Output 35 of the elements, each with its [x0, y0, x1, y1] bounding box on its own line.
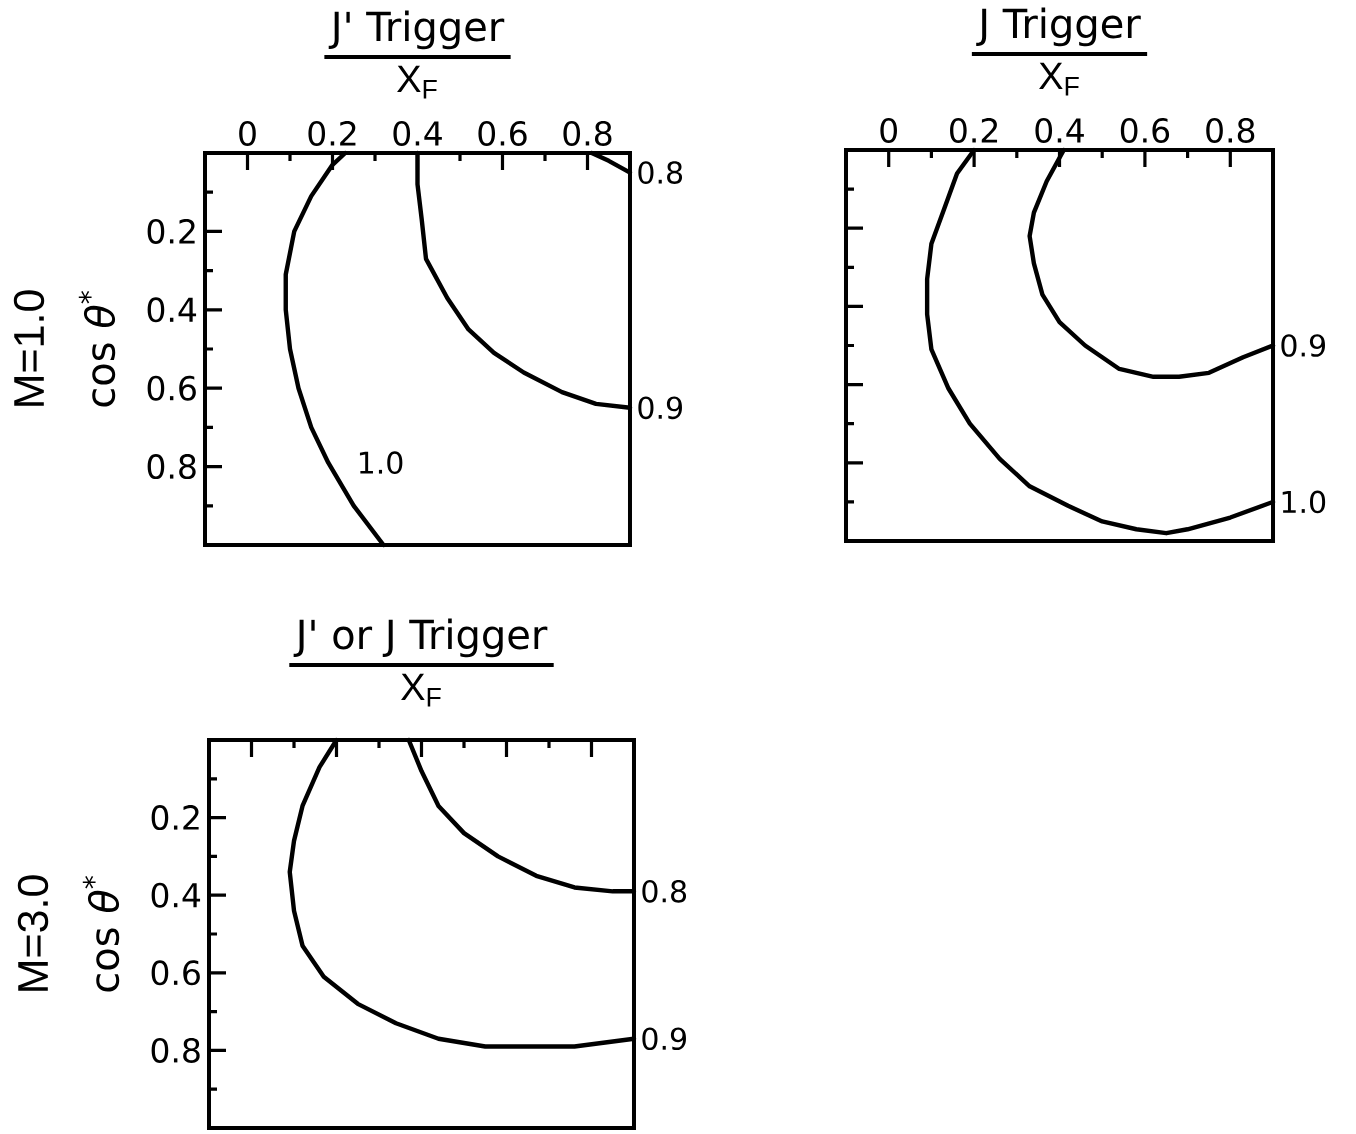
series-label: 1.0 [1282, 490, 1326, 514]
x-axis-title: X$_{F}$ [1039, 62, 1079, 96]
y-tick-label: 0.2 [147, 218, 195, 244]
chart-title: J' Trigger [328, 10, 505, 50]
y-axis-title: cos θ$^{*}$ [78, 291, 116, 407]
y-tick-label: 0.6 [147, 375, 196, 401]
x-tick-label: 0.6 [478, 120, 527, 146]
text: M=3.0 [17, 875, 49, 991]
y-tick-label: 0.4 [151, 882, 201, 908]
x-axis-title: X$_{F}$ [401, 673, 441, 707]
x-tick-label: 0.6 [1120, 117, 1170, 143]
series-label: 0.9 [642, 1027, 686, 1051]
chart-title: J' or J Trigger [293, 618, 548, 658]
x-tick-label: 0 [239, 120, 256, 146]
y-tick-label: 0.6 [151, 960, 200, 986]
x-tick-label: 0.2 [950, 117, 998, 143]
y-tick-label: 0.8 [151, 1037, 200, 1063]
series-label: 0.9 [1281, 334, 1325, 357]
x-axis-title: X$_{F}$ [397, 65, 437, 99]
y-tick-label: 0.4 [147, 297, 197, 323]
series-label: 0.9 [638, 396, 682, 420]
x-tick-label: 0.8 [563, 120, 612, 146]
x-tick-label: 0.8 [1206, 117, 1255, 143]
chart-title: J Trigger [976, 7, 1141, 47]
x-tick-label: 0.2 [308, 120, 356, 146]
x-tick-label: 0.4 [1035, 117, 1084, 143]
y-axis-title: cos θ$^{*}$ [82, 876, 120, 992]
text: M=1.0 [13, 290, 45, 406]
legend-label: 0.8 [638, 161, 683, 184]
y-tick-label: 0.8 [147, 454, 196, 480]
x-tick-label: 0 [880, 117, 897, 143]
series-label: 0.8 [642, 879, 687, 903]
series-label: 1.0 [359, 451, 403, 475]
y-tick-label: 0.2 [151, 805, 199, 831]
x-tick-label: 0.4 [393, 120, 442, 146]
